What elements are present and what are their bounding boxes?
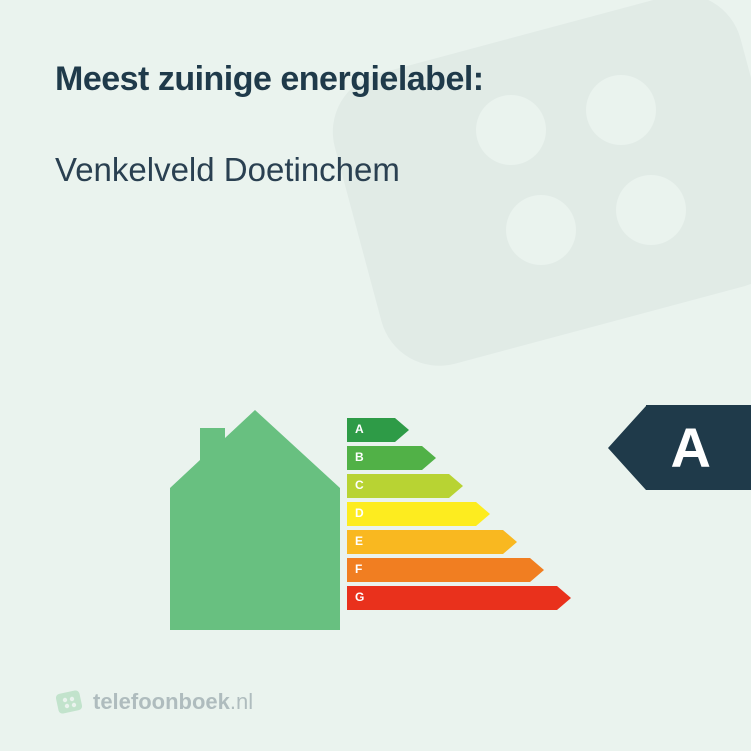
energy-bar-label: D (355, 506, 364, 520)
location-subtitle: Venkelveld Doetinchem (55, 151, 696, 189)
energy-label-chart: ABCDEFG (170, 400, 570, 660)
energy-bar-label: C (355, 478, 364, 492)
energy-bar-label: G (355, 590, 364, 604)
energy-bar-label: E (355, 534, 363, 548)
energy-bar-label: F (355, 562, 362, 576)
energy-bar-label: A (355, 422, 364, 436)
footer-text: telefoonboek.nl (93, 689, 253, 715)
page-title: Meest zuinige energielabel: (55, 60, 696, 99)
rating-badge: A (608, 405, 751, 490)
card-container: Meest zuinige energielabel: Venkelveld D… (0, 0, 751, 751)
footer-brand-bold: telefoonboek (93, 689, 230, 714)
footer-brand-light: .nl (230, 689, 253, 714)
energy-bar-label: B (355, 450, 364, 464)
phonebook-icon (55, 688, 83, 716)
rating-letter: A (671, 415, 711, 480)
footer-brand: telefoonboek.nl (55, 688, 253, 716)
house-icon (170, 410, 340, 630)
